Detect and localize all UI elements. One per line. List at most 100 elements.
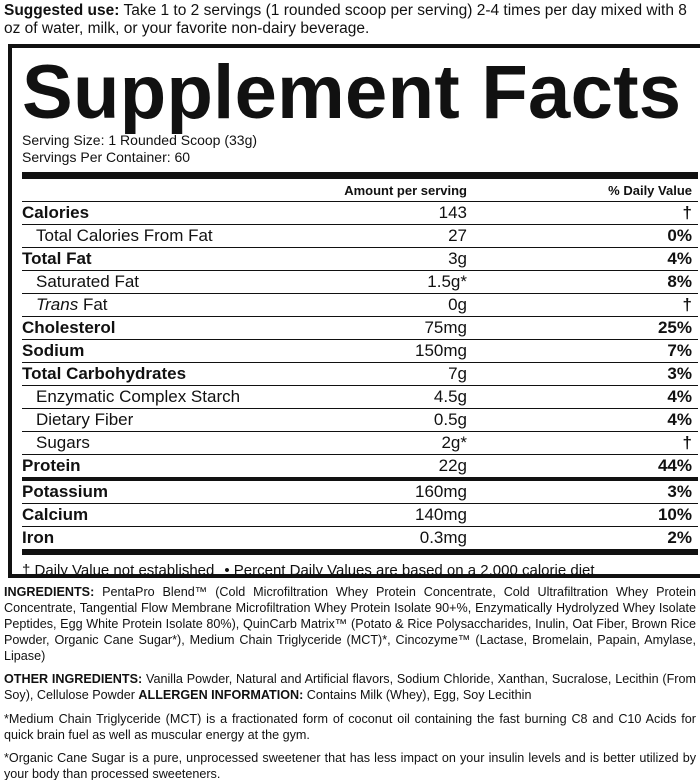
divider: [22, 172, 698, 179]
other-ingredients-label: OTHER INGREDIENTS:: [4, 672, 143, 686]
facts-rows: Calories 143 † Total Calories From Fat 27 0% T…: [22, 202, 698, 555]
note: *Organic Cane Sugar is a pure, unprocess…: [4, 751, 696, 780]
daily-value: 4%: [667, 249, 692, 268]
daily-value: 44%: [657, 456, 692, 475]
nutrient-name: Cholesterol: [22, 318, 116, 337]
daily-value: †: [682, 433, 692, 452]
nutrient-name: Fat: [82, 295, 108, 314]
ingredients: INGREDIENTS: PentaPro Blend™ (Cold Micro…: [4, 584, 696, 664]
daily-value: 10%: [657, 505, 692, 524]
nutrient-name: Potassium: [22, 482, 108, 501]
nutrient-label: Potassium: [22, 482, 317, 502]
daily-value: †: [682, 295, 692, 314]
facts-row: Calcium 140mg 10%: [22, 504, 698, 527]
amount: 4.5g: [433, 387, 467, 406]
facts-row: Potassium 160mg 3%: [22, 481, 698, 504]
facts-row: Cholesterol 75mg 25%: [22, 317, 698, 340]
facts-row: Total Fat 3g 4%: [22, 248, 698, 271]
footnotes: † Daily Value not established • Percent D…: [22, 555, 698, 580]
nutrient-name: Enzymatic Complex Starch: [36, 387, 241, 406]
suggested-use: Suggested use: Take 1 to 2 servings (1 r…: [0, 0, 700, 38]
facts-row: Dietary Fiber 0.5g 4%: [22, 409, 698, 432]
facts-title: Supplement Facts: [22, 50, 682, 135]
nutrient-label: Calories: [22, 203, 317, 223]
note: *Medium Chain Triglyceride (MCT) is a fr…: [4, 712, 696, 742]
amount: 140mg: [415, 505, 467, 524]
amount: 0.5g: [433, 410, 467, 429]
nutrient-label: Iron: [22, 528, 317, 548]
nutrient-name: Dietary Fiber: [36, 410, 134, 429]
amount: 2g*: [441, 433, 467, 452]
facts-row: Saturated Fat 1.5g* 8%: [22, 271, 698, 294]
nutrient-name: Total Fat: [22, 249, 92, 268]
amount: 27: [448, 226, 467, 245]
nutrient-name: Sugars: [36, 433, 90, 452]
nutrient-label: Sugars: [22, 433, 317, 453]
facts-row: Trans Fat 0g †: [22, 294, 698, 317]
facts-header: Amount per serving % Daily Value: [22, 179, 698, 202]
amount: 22g: [438, 456, 467, 475]
amount: 75mg: [424, 318, 467, 337]
nutrient-label: Dietary Fiber: [22, 410, 317, 430]
nutrient-label-prefix: Trans: [36, 295, 79, 314]
footnote: † Daily Value not established: [22, 562, 215, 579]
other-ingredients-text: Vanilla Powder, Natural and Artificial f…: [4, 672, 696, 702]
amount: 160mg: [415, 482, 467, 501]
nutrient-name: Sodium: [22, 341, 85, 360]
facts-row: Sodium 150mg 7%: [22, 340, 698, 363]
daily-value: 7%: [667, 341, 692, 360]
nutrient-name: Calcium: [22, 505, 89, 524]
nutrient-label: Calcium: [22, 505, 317, 525]
amount-header: Amount per serving: [344, 182, 467, 198]
servings-per-container: Servings Per Container: 60: [22, 149, 191, 165]
allergen-label: ALLERGEN INFORMATION:: [138, 688, 304, 702]
daily-value: †: [682, 203, 692, 222]
nutrient-name: Iron: [22, 528, 55, 547]
nutrient-label: Saturated Fat: [22, 272, 317, 292]
facts-row: Protein 22g 44%: [22, 455, 698, 481]
daily-value-header: % Daily Value: [608, 182, 692, 198]
suggested-use-label: Suggested use:: [4, 2, 120, 19]
amount: 1.5g*: [427, 272, 467, 291]
facts-row: Calories 143 †: [22, 202, 698, 225]
daily-value: 4%: [667, 387, 692, 406]
daily-value: 25%: [657, 318, 692, 337]
ingredients-text: PentaPro Blend™ (Cold Microfiltration Wh…: [4, 585, 696, 663]
daily-value: 3%: [667, 482, 692, 501]
nutrient-name: Total Calories From Fat: [36, 226, 213, 245]
nutrient-name: Saturated Fat: [36, 272, 140, 291]
amount: 0.3mg: [419, 528, 467, 547]
serving-size: Serving Size: 1 Rounded Scoop (33g): [22, 132, 258, 148]
daily-value: 8%: [667, 272, 692, 291]
nutrient-label: Sodium: [22, 341, 317, 361]
allergen-text: Contains Milk (Whey), Egg, Soy Lecithin: [306, 688, 532, 702]
facts-panel: Supplement Facts Serving Size: 1 Rounded…: [8, 44, 700, 580]
nutrient-label: Total Fat: [22, 249, 317, 269]
daily-value: 0%: [667, 226, 692, 245]
daily-value: 2%: [667, 528, 692, 547]
amount: 143: [438, 203, 467, 222]
daily-value: 4%: [667, 410, 692, 429]
daily-value: 3%: [667, 364, 692, 383]
facts-row: Sugars 2g* †: [22, 432, 698, 455]
nutrient-name: Total Carbohydrates: [22, 364, 187, 383]
nutrient-label: Total Carbohydrates: [22, 364, 317, 384]
nutrient-label: Cholesterol: [22, 318, 317, 338]
amount: 150mg: [415, 341, 467, 360]
amount: 7g: [448, 364, 467, 383]
facts-row: Total Carbohydrates 7g 3%: [22, 363, 698, 386]
ingredients-label: INGREDIENTS:: [4, 585, 95, 599]
nutrient-label: Trans Fat: [22, 295, 317, 315]
facts-row: Enzymatic Complex Starch 4.5g 4%: [22, 386, 698, 409]
footnote: • Percent Daily Values are based on a 2,…: [224, 562, 595, 579]
nutrient-name: Calories: [22, 203, 90, 222]
amount: 3g: [448, 249, 467, 268]
nutrient-label: Enzymatic Complex Starch: [22, 387, 317, 407]
other-ingredients: OTHER INGREDIENTS: Vanilla Powder, Natur…: [4, 671, 696, 703]
suggested-use-text: Take 1 to 2 servings (1 rounded scoop pe…: [4, 2, 687, 37]
nutrient-label: Protein: [22, 456, 317, 476]
nutrient-label: Total Calories From Fat: [22, 226, 317, 246]
nutrient-name: Protein: [22, 456, 81, 475]
amount: 0g: [448, 295, 467, 314]
